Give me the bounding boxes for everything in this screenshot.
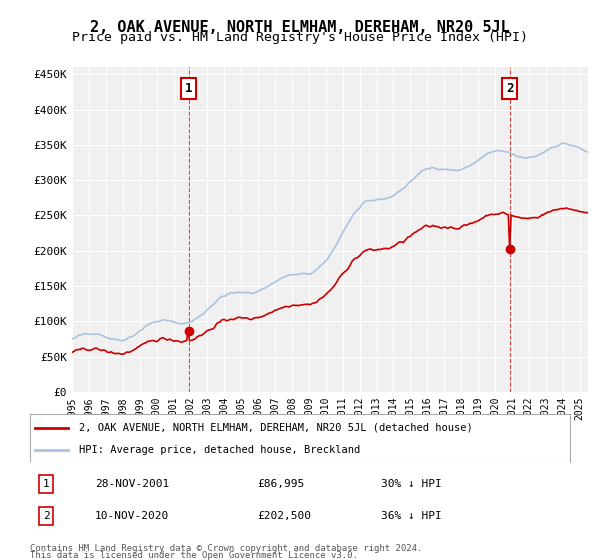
Text: HPI: Average price, detached house, Breckland: HPI: Average price, detached house, Brec… [79,445,360,455]
Text: Price paid vs. HM Land Registry's House Price Index (HPI): Price paid vs. HM Land Registry's House … [72,31,528,44]
Text: 10-NOV-2020: 10-NOV-2020 [95,511,169,521]
Text: Contains HM Land Registry data © Crown copyright and database right 2024.: Contains HM Land Registry data © Crown c… [30,544,422,553]
Text: 2, OAK AVENUE, NORTH ELMHAM, DEREHAM, NR20 5JL (detached house): 2, OAK AVENUE, NORTH ELMHAM, DEREHAM, NR… [79,423,472,433]
Text: 2, OAK AVENUE, NORTH ELMHAM, DEREHAM, NR20 5JL: 2, OAK AVENUE, NORTH ELMHAM, DEREHAM, NR… [90,20,510,35]
Text: 28-NOV-2001: 28-NOV-2001 [95,479,169,489]
Text: 30% ↓ HPI: 30% ↓ HPI [381,479,442,489]
Text: 1: 1 [185,82,193,95]
Text: This data is licensed under the Open Government Licence v3.0.: This data is licensed under the Open Gov… [30,551,358,560]
Text: 36% ↓ HPI: 36% ↓ HPI [381,511,442,521]
Text: 2: 2 [43,511,50,521]
Text: £86,995: £86,995 [257,479,304,489]
Text: £202,500: £202,500 [257,511,311,521]
Text: 2: 2 [506,82,514,95]
Text: 1: 1 [43,479,50,489]
